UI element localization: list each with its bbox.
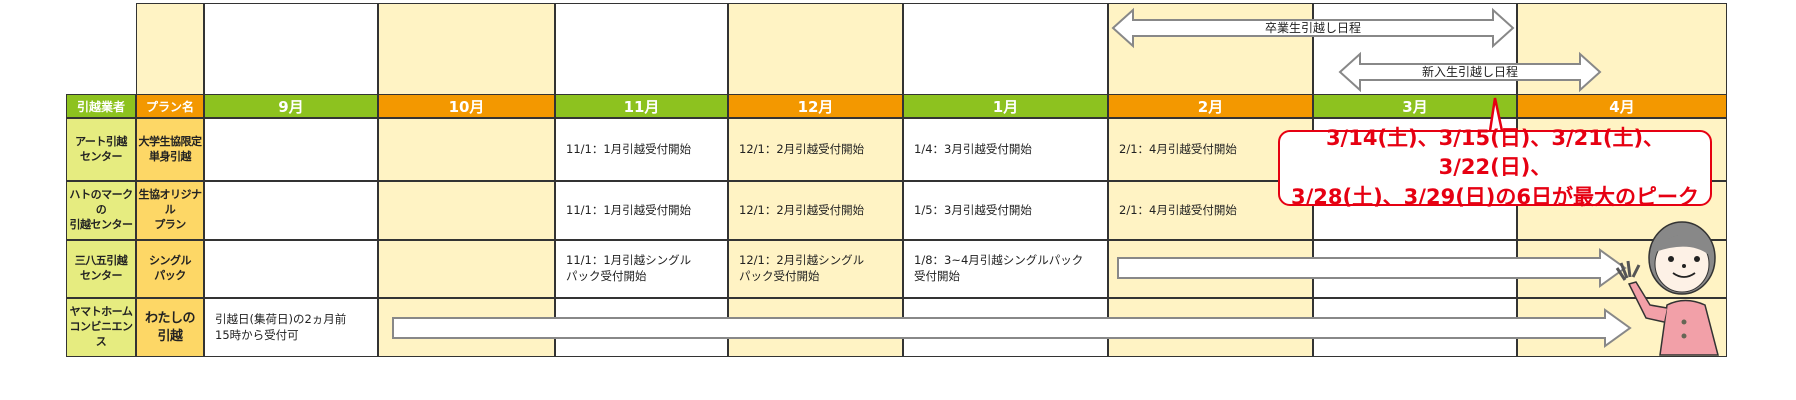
plan-name: 大学生協限定 単身引越 [136, 118, 204, 181]
peak-days-callout: 3/14(土)、3/15(日)、3/21(土)、3/22(日)、 3/28(土)… [1278, 126, 1712, 209]
schedule-cell: 1/4：3月引越受付開始 [903, 118, 1108, 181]
header-plan: プラン名 [136, 94, 204, 118]
callout-line-1: 3/14(土)、3/15(日)、3/21(土)、3/22(日)、 [1325, 125, 1665, 180]
month-top-area [728, 3, 903, 95]
waving-woman-illustration [1615, 221, 1719, 356]
callout-line-2: 3/28(土)、3/29(日)の6日が最大のピーク [1290, 184, 1699, 209]
header-month: 1月 [903, 94, 1108, 118]
header-month: 10月 [378, 94, 555, 118]
row3-arrow [1117, 248, 1627, 288]
month-top-area [204, 3, 378, 95]
header-month: 12月 [728, 94, 903, 118]
schedule-cell [204, 240, 378, 298]
graduates-schedule-label: 卒業生引越し日程 [1264, 21, 1361, 35]
schedule-cell: 11/1：1月引越シングル パック受付開始 [555, 240, 728, 298]
header-month: 3月 [1313, 94, 1517, 118]
header-month: 9月 [204, 94, 378, 118]
header-month: 11月 [555, 94, 728, 118]
schedule-cell [378, 118, 555, 181]
header-company: 引越業者 [66, 94, 136, 118]
company-name: ヤマトホーム コンビニエンス [66, 298, 136, 357]
plan-name: シングル パック [136, 240, 204, 298]
header-month: 2月 [1108, 94, 1313, 118]
row4-arrow [392, 308, 1632, 348]
schedule-cell [204, 118, 378, 181]
schedule-cell: 引越日(集荷日)の2ヵ月前 15時から受付可 [204, 298, 378, 357]
schedule-cell: 1/5：3月引越受付開始 [903, 181, 1108, 240]
company-name: ハトのマークの 引越センター [66, 181, 136, 240]
freshmen-schedule-label: 新入生引越し日程 [1421, 65, 1518, 79]
freshmen-arrow [1338, 51, 1602, 93]
schedule-cell: 12/1：2月引越受付開始 [728, 181, 903, 240]
schedule-cell: 12/1：2月引越シングル パック受付開始 [728, 240, 903, 298]
month-top-area [555, 3, 728, 95]
schedule-cell [204, 181, 378, 240]
month-top-area [1108, 3, 1313, 95]
schedule-cell: 11/1：1月引越受付開始 [555, 181, 728, 240]
month-top-area [378, 3, 555, 95]
graduates-arrow [1111, 7, 1515, 49]
callout-pointer [1488, 97, 1504, 132]
schedule-cell: 1/8：3~4月引越シングルパック 受付開始 [903, 240, 1108, 298]
month-top-area [903, 3, 1108, 95]
company-name: アート引越 センター [66, 118, 136, 181]
schedule-cell: 12/1：2月引越受付開始 [728, 118, 903, 181]
header-month: 4月 [1517, 94, 1727, 118]
schedule-cell: 11/1：1月引越受付開始 [555, 118, 728, 181]
schedule-cell [378, 181, 555, 240]
top-spacer [136, 3, 204, 95]
company-name: 三八五引越 センター [66, 240, 136, 298]
schedule-cell [378, 240, 555, 298]
plan-name: 生協オリジナル プラン [136, 181, 204, 240]
plan-name: わたしの 引越 [136, 298, 204, 357]
